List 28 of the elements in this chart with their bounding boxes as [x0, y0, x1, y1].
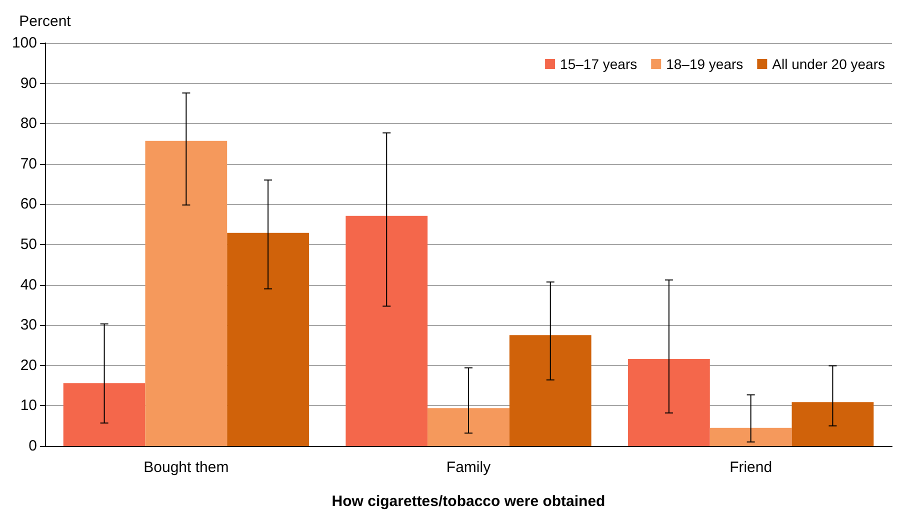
- y-tick-label: 40: [20, 276, 37, 294]
- y-tick-label: 70: [20, 155, 37, 172]
- legend-label: All under 20 years: [772, 56, 886, 72]
- bar: [710, 428, 792, 446]
- bar: [509, 335, 592, 446]
- y-tick-label: 60: [20, 196, 37, 213]
- y-tick-label: 30: [20, 316, 37, 334]
- bar: [628, 358, 710, 446]
- bar: [792, 402, 874, 446]
- bar: [227, 232, 309, 446]
- legend-label: 18–19 years: [666, 56, 744, 72]
- y-tick-label: 20: [20, 356, 37, 374]
- x-tick-label: Friend: [730, 459, 772, 476]
- y-tick-label: 100: [12, 34, 37, 52]
- y-tick-label: 10: [20, 397, 37, 414]
- bar: [63, 383, 146, 446]
- y-tick-label: 80: [20, 115, 37, 132]
- y-axis-title: Percent: [19, 13, 72, 30]
- y-tick-label: 90: [20, 74, 37, 92]
- bar: [428, 408, 510, 446]
- y-tick-label: 50: [20, 236, 37, 253]
- legend-label: 15–17 years: [560, 56, 638, 72]
- bar: [145, 140, 228, 446]
- y-tick-label: 0: [28, 438, 37, 454]
- bar: [346, 216, 428, 446]
- x-tick-label: Bought them: [144, 459, 229, 476]
- x-axis-title: How cigarettes/tobacco were obtained: [332, 493, 606, 510]
- x-tick-label: Family: [446, 459, 492, 476]
